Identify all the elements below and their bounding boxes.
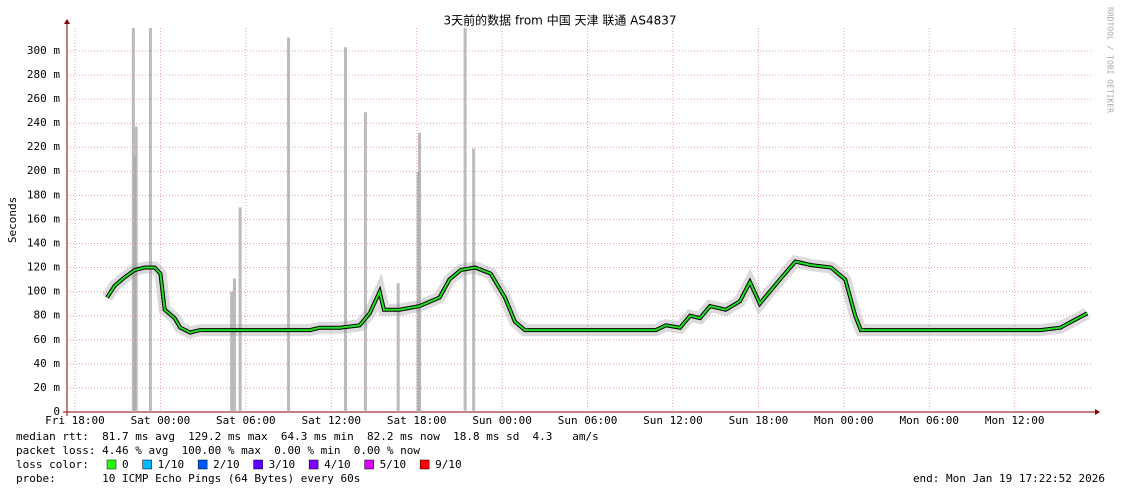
spike	[418, 132, 422, 412]
x-tick-label: Sun 12:00	[643, 414, 703, 427]
x-tick-label: Sat 00:00	[131, 414, 191, 427]
stats-line: median rtt: 81.7 ms avg 129.2 ms max 64.…	[16, 430, 599, 443]
plot-area	[67, 28, 1093, 412]
axis-arrow	[1095, 409, 1100, 415]
spike	[287, 37, 291, 412]
x-tick-label: Mon 00:00	[814, 414, 874, 427]
y-tick-label: 60 m	[34, 333, 61, 346]
legend-label: 3/10	[269, 458, 296, 471]
y-tick-label: 80 m	[34, 309, 61, 322]
spike	[238, 207, 242, 412]
y-tick-label: 120 m	[27, 261, 60, 274]
y-tick-label: 240 m	[27, 116, 60, 129]
x-tick-label: Sat 18:00	[387, 414, 447, 427]
spike	[472, 148, 476, 413]
legend-label: 0	[122, 458, 129, 471]
x-tick-label: Sun 06:00	[558, 414, 618, 427]
y-tick-label: 220 m	[27, 140, 60, 153]
y-tick-label: 280 m	[27, 68, 60, 81]
legend-swatch	[308, 459, 319, 470]
x-tick-label: Mon 12:00	[985, 414, 1045, 427]
legend-label: 5/10	[380, 458, 407, 471]
spike	[148, 28, 152, 412]
y-tick-label: 260 m	[27, 92, 60, 105]
legend-label: 9/10	[435, 458, 462, 471]
y-tick-label: 200 m	[27, 164, 60, 177]
legend-swatch	[197, 459, 208, 470]
x-tick-label: Mon 06:00	[899, 414, 959, 427]
spike	[363, 112, 367, 413]
x-tick-label: Sat 12:00	[301, 414, 361, 427]
legend-title: loss color:	[16, 458, 89, 471]
legend-swatch	[142, 459, 152, 470]
probe-line: probe: 10 ICMP Echo Pings (64 Bytes) eve…	[16, 472, 360, 485]
spike	[230, 291, 234, 412]
y-tick-label: 300 m	[27, 44, 60, 57]
axis-arrow	[64, 19, 70, 24]
legend-label: 1/10	[158, 458, 185, 471]
spike	[463, 28, 467, 412]
x-tick-label: Sat 06:00	[216, 414, 276, 427]
spike	[343, 47, 347, 412]
spike	[232, 278, 236, 412]
watermark: RRDTOOL / TOBI OETIKER	[1106, 7, 1115, 113]
x-tick-label: Sun 18:00	[729, 414, 789, 427]
y-tick-label: 20 m	[34, 381, 61, 394]
legend-label: 4/10	[324, 458, 351, 471]
legend-swatch	[106, 459, 117, 470]
stats-line: packet loss: 4.46 % avg 100.00 % max 0.0…	[16, 444, 420, 457]
spike	[396, 283, 400, 412]
y-tick-label: 0	[53, 405, 60, 418]
x-tick-label: Sun 00:00	[472, 414, 532, 427]
legend-swatch	[419, 459, 430, 470]
legend-label: 2/10	[213, 458, 240, 471]
chart-title: 3天前的数据 from 中国 天津 联通 AS4837	[444, 13, 677, 28]
end-time: end: Mon Jan 19 17:22:52 2026	[913, 472, 1105, 485]
median-line	[106, 260, 1088, 334]
legend-swatch	[364, 459, 374, 470]
y-tick-label: 100 m	[27, 285, 60, 298]
x-tick-label: Fri 18:00	[45, 414, 105, 427]
y-tick-label: 40 m	[34, 357, 61, 370]
y-tick-label: 160 m	[27, 212, 60, 225]
y-tick-label: 180 m	[27, 188, 60, 201]
y-tick-label: 140 m	[27, 236, 60, 249]
y-axis-label: Seconds	[6, 197, 19, 243]
legend-swatch	[253, 459, 263, 470]
